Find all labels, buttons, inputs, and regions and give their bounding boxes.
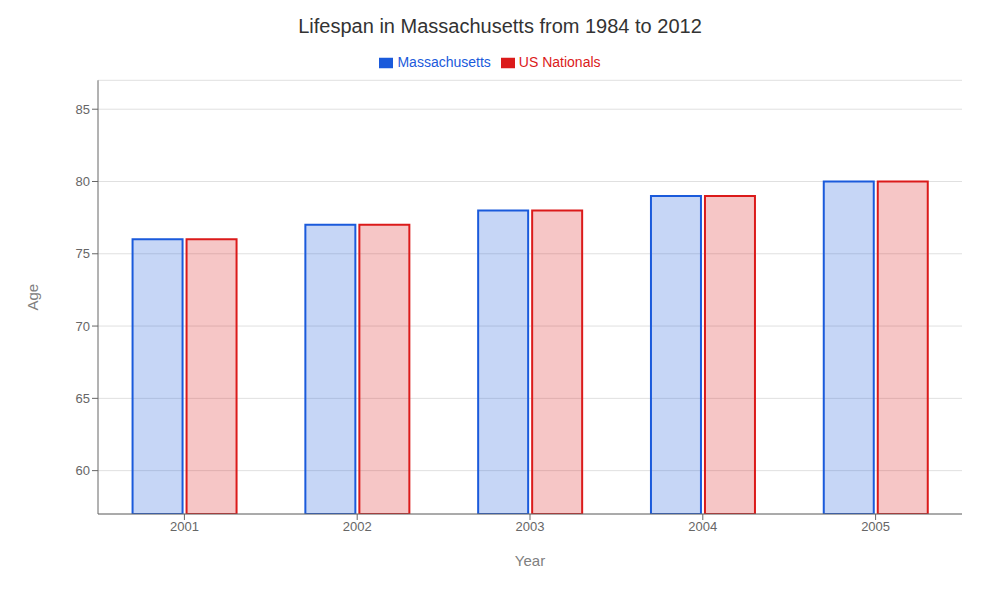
svg-text:2005: 2005 — [861, 519, 890, 534]
svg-text:2003: 2003 — [516, 519, 545, 534]
svg-text:65: 65 — [76, 391, 90, 406]
svg-text:Year: Year — [515, 552, 545, 569]
svg-text:70: 70 — [76, 319, 90, 334]
svg-text:Age: Age — [24, 284, 41, 311]
html-text:Massachusetts: Massachusetts — [397, 54, 491, 70]
svg-text:2004: 2004 — [688, 519, 717, 534]
html-text:Lifespan in Massachusetts from: Lifespan in Massachusetts from 1984 to 2… — [298, 15, 702, 37]
svg-text:2002: 2002 — [343, 519, 372, 534]
svg-text:75: 75 — [76, 246, 90, 261]
svg-text:2001: 2001 — [170, 519, 199, 534]
svg-text:85: 85 — [76, 102, 90, 117]
svg-text:80: 80 — [76, 174, 90, 189]
html-text:US Nationals: US Nationals — [518, 54, 601, 70]
svg-text:60: 60 — [76, 463, 90, 478]
